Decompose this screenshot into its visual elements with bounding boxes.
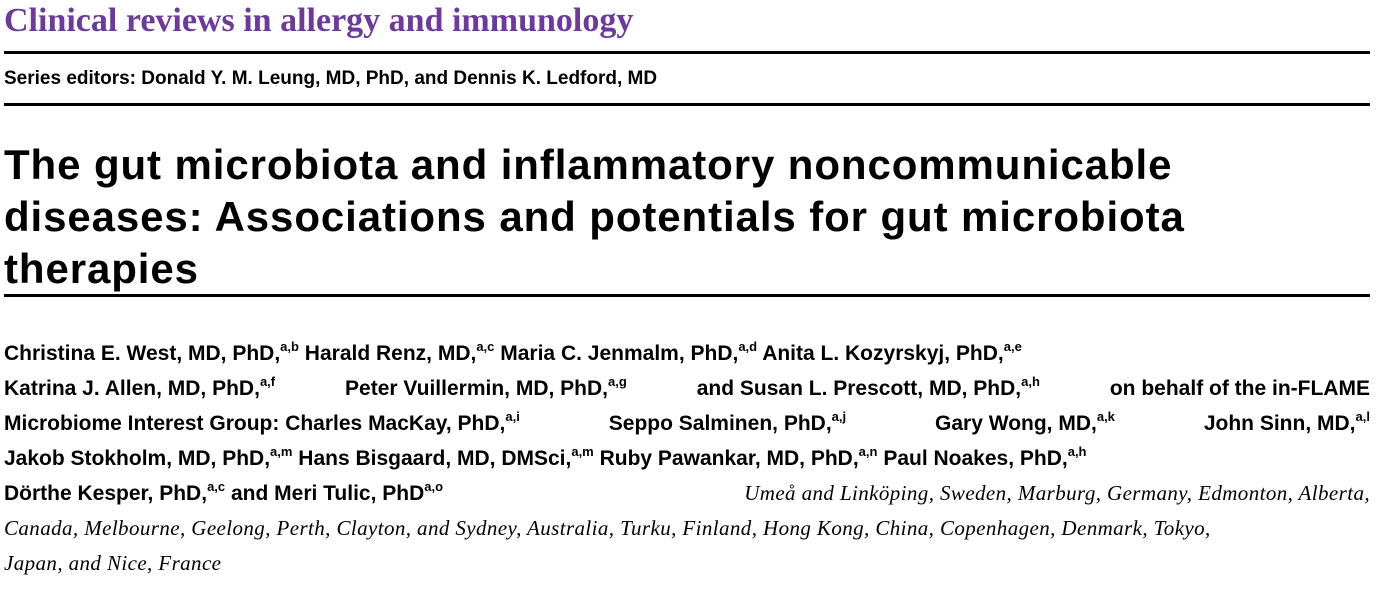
author-affiliation: a,n bbox=[858, 444, 878, 459]
top-rule bbox=[4, 51, 1370, 54]
locations-line-3: Japan, and Nice, France bbox=[4, 551, 222, 575]
author-affiliation: a,b bbox=[280, 339, 299, 354]
author-name: Katrina J. Allen, MD, PhD, bbox=[4, 377, 260, 400]
locations-line-1: Umeå and Linköping, Sweden, Marburg, Ger… bbox=[744, 481, 1370, 505]
group-note: on behalf of the in-FLAME bbox=[1109, 377, 1370, 400]
title-line-2: diseases: Associations and potentials fo… bbox=[4, 193, 1185, 240]
author-name: Seppo Salminen, PhD, bbox=[608, 412, 832, 435]
author-affiliation: a,o bbox=[424, 479, 444, 494]
author-line-3: Microbiome Interest Group: Charles MacKa… bbox=[4, 406, 1370, 441]
author-name: Paul Noakes, PhD, bbox=[883, 447, 1068, 470]
title-line-3: therapies bbox=[4, 245, 199, 292]
author-affiliation: a,h bbox=[1067, 444, 1087, 459]
author-affiliation: a,h bbox=[1021, 374, 1040, 389]
author-affiliation: a,f bbox=[259, 374, 276, 389]
author-affiliation: a,l bbox=[1355, 409, 1370, 424]
author-line-1: Christina E. West, MD, PhD,a,b Harald Re… bbox=[4, 336, 1374, 371]
author-name: Maria C. Jenmalm, PhD, bbox=[500, 342, 739, 365]
author-name: Ruby Pawankar, MD, PhD, bbox=[599, 447, 859, 470]
author-name: Peter Vuillermin, MD, PhD, bbox=[345, 377, 608, 400]
author-name: Gary Wong, MD, bbox=[935, 412, 1097, 435]
author-line-2: Katrina J. Allen, MD, PhD,a,f Peter Vuil… bbox=[4, 371, 1370, 406]
author-name: John Sinn, MD, bbox=[1203, 412, 1356, 435]
author-affiliation: a,m bbox=[270, 444, 293, 459]
locations-line-2: Canada, Melbourne, Geelong, Perth, Clayt… bbox=[4, 516, 1211, 540]
author-name: Harald Renz, MD, bbox=[304, 342, 477, 365]
author-affiliation: a,j bbox=[831, 409, 847, 424]
title-rule bbox=[4, 294, 1370, 297]
author-affiliation: a,e bbox=[1003, 339, 1022, 354]
author-name: Microbiome Interest Group: Charles MacKa… bbox=[4, 412, 506, 435]
title-line-1: The gut microbiota and inflammatory nonc… bbox=[4, 141, 1173, 188]
author-affiliation: a,k bbox=[1096, 409, 1115, 424]
article-title: The gut microbiota and inflammatory nonc… bbox=[4, 139, 1370, 295]
author-name: Hans Bisgaard, MD, DMSci, bbox=[298, 447, 572, 470]
editors-rule bbox=[4, 103, 1370, 106]
author-line-4: Jakob Stokholm, MD, PhD,a,m Hans Bisgaar… bbox=[4, 441, 1374, 476]
author-name: Anita L. Kozyrskyj, PhD, bbox=[762, 342, 1004, 365]
author-affiliation: a,d bbox=[738, 339, 758, 354]
journal-series-title: Clinical reviews in allergy and immunolo… bbox=[4, 2, 634, 39]
author-name: and Susan L. Prescott, MD, PhD, bbox=[696, 377, 1022, 400]
author-name: Dörthe Kesper, PhD, bbox=[4, 482, 208, 505]
author-affiliation: a,c bbox=[476, 339, 495, 354]
author-affiliation: a,m bbox=[571, 444, 594, 459]
author-name: Christina E. West, MD, PhD, bbox=[4, 342, 281, 365]
series-editors: Series editors: Donald Y. M. Leung, MD, … bbox=[4, 68, 658, 89]
author-affiliation: a,i bbox=[505, 409, 520, 424]
author-name: and Meri Tulic, PhD bbox=[230, 482, 425, 505]
author-affiliation: a,g bbox=[608, 374, 627, 389]
author-affiliation: a,c bbox=[207, 479, 226, 494]
author-list: Christina E. West, MD, PhD,a,b Harald Re… bbox=[4, 336, 1374, 581]
author-line-5: Dörthe Kesper, PhD,a,c and Meri Tulic, P… bbox=[4, 476, 1370, 511]
author-name: Jakob Stokholm, MD, PhD, bbox=[4, 447, 271, 470]
